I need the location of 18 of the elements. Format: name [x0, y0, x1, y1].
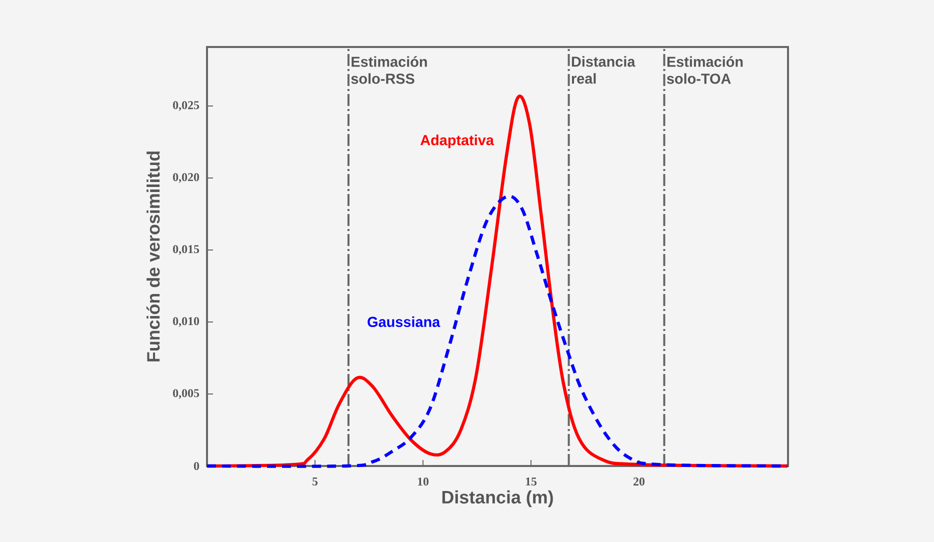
series-label: Adaptativa: [420, 134, 494, 148]
ref-line-label: Estimación solo-TOA: [666, 56, 743, 84]
y-tick-label: 0,015: [173, 245, 200, 255]
series-label: Gaussiana: [368, 316, 440, 328]
ref-line-label: Distancia real: [572, 56, 636, 84]
x-tick-label: 10: [418, 478, 429, 486]
line-series: [205, 195, 789, 468]
y-tick-label: 0,025: [173, 101, 200, 111]
y-tick-label: 0,010: [173, 317, 200, 327]
x-tick-label: 20: [634, 478, 644, 486]
x-tick-label: 15: [526, 478, 537, 486]
y-tick-label: 0,005: [173, 389, 200, 399]
y-tick-label: 0: [194, 462, 200, 470]
y-tick-label: 0,020: [173, 173, 200, 183]
x-tick-label: 5: [312, 478, 318, 486]
x-axis-title: Distancia (m): [442, 490, 553, 508]
ref-line-label: Estimación solo-RSS: [351, 56, 427, 84]
y-axis-title: Función de verosimilitud: [146, 152, 160, 362]
